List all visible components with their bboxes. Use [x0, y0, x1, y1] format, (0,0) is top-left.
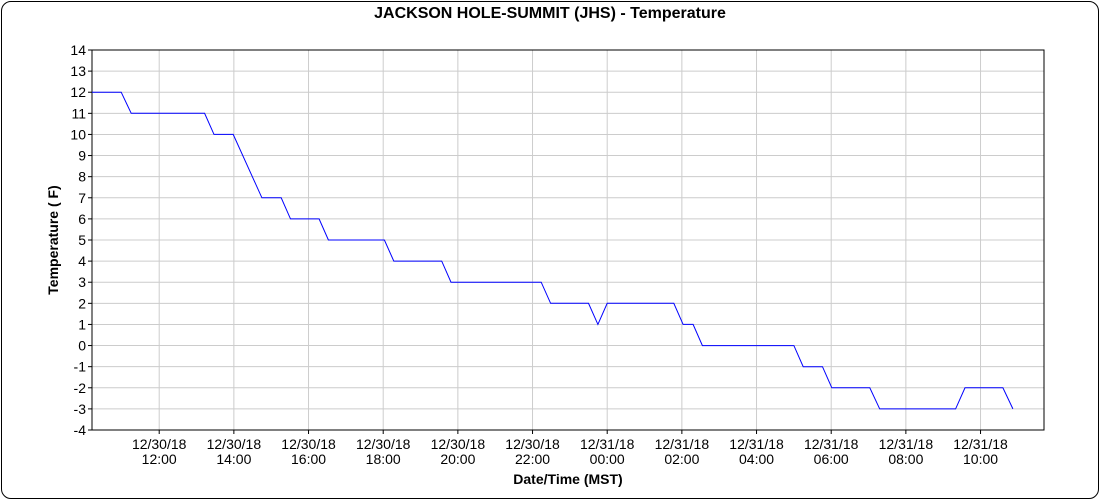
y-tick-label: 12: [70, 84, 86, 100]
x-tick-time: 16:00: [291, 451, 326, 467]
x-axis-title: Date/Time (MST): [513, 471, 622, 487]
x-tick-time: 20:00: [440, 451, 475, 467]
x-tick-time: 10:00: [963, 451, 998, 467]
x-tick-date: 12/30/18: [505, 436, 560, 452]
x-tick-time: 00:00: [590, 451, 625, 467]
x-tick-date: 12/30/18: [431, 436, 486, 452]
y-tick-label: 9: [78, 148, 86, 164]
y-tick-label: 11: [71, 105, 86, 121]
grid: [92, 49, 1044, 431]
x-tick-date: 12/31/18: [729, 436, 784, 452]
x-tick-time: 04:00: [739, 451, 774, 467]
y-tick-label: 14: [70, 42, 86, 58]
chart-title: JACKSON HOLE-SUMMIT (JHS) - Temperature: [374, 5, 726, 22]
x-tick-date: 12/30/18: [207, 436, 262, 452]
y-axis-title: Temperature ( F): [45, 185, 61, 294]
x-tick-time: 12:00: [142, 451, 177, 467]
series-layer: [92, 91, 1014, 410]
y-tick-label: 8: [78, 169, 86, 185]
x-tick-date: 12/31/18: [879, 436, 934, 452]
x-tick-time: 06:00: [814, 451, 849, 467]
y-tick-label: 10: [70, 126, 86, 142]
x-tick-time: 02:00: [664, 451, 699, 467]
x-tick-date: 12/30/18: [356, 436, 411, 452]
y-tick-label: 0: [78, 338, 86, 354]
y-tick-label: 1: [78, 316, 86, 332]
y-tick-label: 4: [78, 253, 86, 269]
y-tick-label: 5: [78, 232, 86, 248]
y-tick-label: 7: [78, 190, 86, 206]
x-tick-date: 12/30/18: [132, 436, 187, 452]
x-tick-date: 12/31/18: [953, 436, 1008, 452]
y-tick-label: 6: [78, 211, 86, 227]
y-tick-label: -2: [74, 380, 87, 396]
y-tick-label: -1: [74, 359, 87, 375]
y-tick-label: 3: [78, 274, 86, 290]
x-tick-time: 08:00: [888, 451, 923, 467]
y-tick-label: -3: [74, 401, 87, 417]
x-tick-date: 12/31/18: [580, 436, 635, 452]
x-tick-date: 12/31/18: [655, 436, 710, 452]
y-tick-label: 13: [70, 63, 86, 79]
x-tick-time: 18:00: [366, 451, 401, 467]
temperature-series-line: [92, 91, 1014, 410]
x-tick-time: 14:00: [216, 451, 251, 467]
y-tick-label: 2: [78, 295, 86, 311]
x-tick-date: 12/30/18: [281, 436, 336, 452]
x-tick-date: 12/31/18: [804, 436, 859, 452]
x-axis: 12/30/1812:0012/30/1814:0012/30/1816:001…: [132, 430, 1008, 467]
y-tick-label: -4: [74, 422, 87, 438]
x-tick-time: 22:00: [515, 451, 550, 467]
